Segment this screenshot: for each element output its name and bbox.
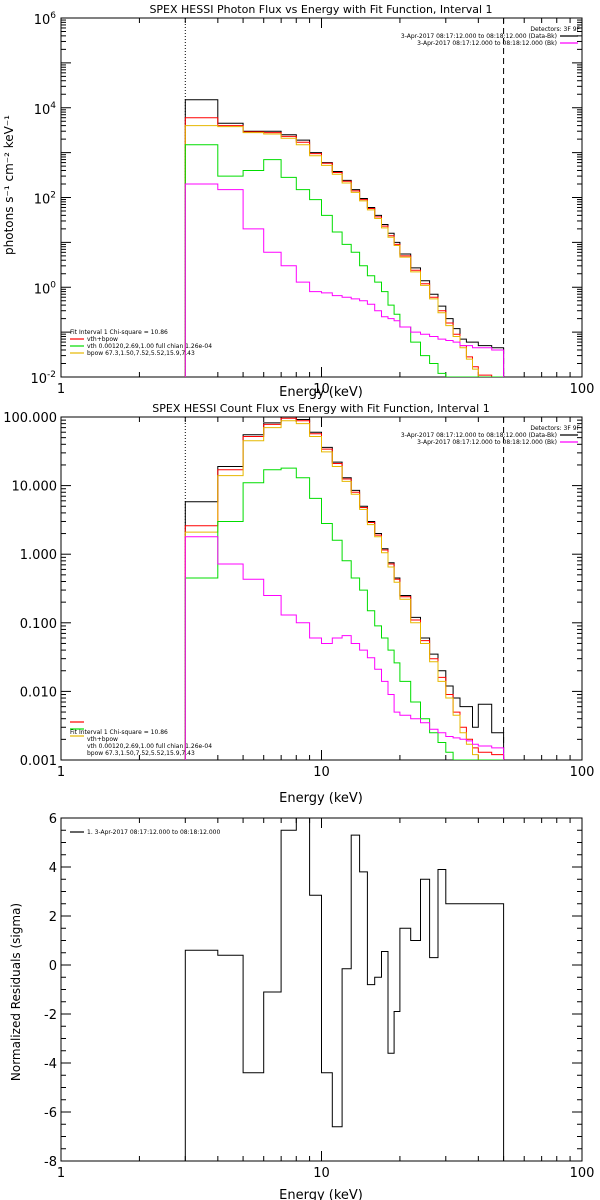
panel1-x-ticks: [60, 18, 583, 377]
panel1-y-tick-label: 10-2: [30, 370, 56, 387]
panel1-title: SPEX HESSI Photon Flux vs Energy with Fi…: [149, 3, 492, 16]
panel1-series-0: [184, 99, 505, 377]
panel1-x-tick-label: 10: [313, 382, 330, 397]
panel3-x-tick-label: 1: [57, 1166, 65, 1181]
panel1-legend-header: Detectors: 3F 9F: [530, 26, 580, 33]
panel2-title: SPEX HESSI Count Flux vs Energy with Fit…: [152, 402, 489, 415]
panel2-legend-header: Detectors: 3F 9F: [530, 425, 580, 432]
panel2-fit-entry-bpow: bpow 67.3,1.50,7.52,5.52,15.9,7.43: [87, 750, 195, 757]
panel2-y-tick-label: 0.100: [20, 617, 57, 632]
panel3-y-tick-label: -8: [44, 1155, 57, 1170]
panel1-x-tick-label: 100: [570, 382, 595, 397]
panel2-x-tick-label: 10: [313, 765, 330, 780]
panel3-ylabel: Normalized Residuals (sigma): [9, 903, 23, 1081]
panel1-y-tick-label: 106: [34, 11, 57, 28]
panel1-fit-entry-total: vth+bpow: [87, 336, 118, 343]
panel1-y-tick-label: 100: [34, 280, 57, 297]
panel3-y-tick-label: 0: [49, 959, 57, 974]
panel3-y-tick-label: 2: [49, 910, 57, 925]
panel1-fit-entry-bpow: bpow 67.3,1.50,7.52,5.52,15.9,7.43: [87, 350, 195, 357]
panel2-y-tick-label: 0.010: [20, 685, 57, 700]
panel3-legend-entry: 1. 3-Apr-2017 08:17:12.000 to 08:18:12.0…: [87, 829, 220, 836]
panel2-fit-entry-vth: vth 0.00120,2.69,1.00 full chian 1.26e-0…: [87, 743, 212, 750]
panel2-legend-entry-data: 3-Apr-2017 08:17:12.000 to 08:18:12.000 …: [401, 432, 557, 439]
panel2-fit-header: Fit Interval 1 Chi-square = 10.86: [70, 729, 168, 736]
panel3-x-tick-label: 10: [313, 1166, 330, 1181]
panel2-series-2: [184, 420, 504, 760]
panel3-xlabel: Energy (keV): [279, 1188, 363, 1200]
panel2-xlabel: Energy (keV): [279, 791, 363, 806]
panel2-legend-entry-bk: 3-Apr-2017 08:17:12.000 to 08:18:12.000 …: [417, 439, 557, 446]
panel3-y-tick-label: -6: [44, 1106, 57, 1121]
panel1-fit-header: Fit Interval 1 Chi-square = 10.86: [70, 329, 168, 336]
panel1-legend-entry-data: 3-Apr-2017 08:17:12.000 to 08:18:12.000 …: [401, 33, 557, 40]
panel2-y-tick-label: 10.000: [12, 480, 58, 495]
panel1-series-1: [184, 117, 504, 377]
panel2-y-tick-label: 100.000: [3, 411, 57, 426]
panel1-legend-entry-bk: 3-Apr-2017 08:17:12.000 to 08:18:12.000 …: [417, 40, 557, 47]
panel1-series-group: [184, 99, 505, 377]
panel1-series-2: [184, 125, 504, 377]
panel1-ylabel: photons s⁻¹ cm⁻² keV⁻¹: [2, 115, 16, 255]
panel1-series-4: [184, 183, 505, 377]
panel3-series-group: [184, 818, 505, 1161]
panel3-x-tick-label: 100: [570, 1166, 595, 1181]
panel2-x-tick-label: 100: [570, 765, 595, 780]
panel1-y-tick-label: 102: [34, 191, 56, 208]
panel2-x-tick-label: 1: [57, 765, 65, 780]
panel1-x-tick-label: 1: [57, 382, 65, 397]
panel1-fit-entry-vth: vth 0.00120,2.69,1.00 full chian 1.26e-0…: [87, 343, 212, 350]
panel3-y-tick-label: -2: [44, 1008, 57, 1023]
panel2-y-tick-label: 1.000: [20, 548, 57, 563]
panel2-series-group: [184, 417, 505, 760]
panel2-series-0: [184, 417, 505, 760]
panel1-series-3: [184, 144, 504, 377]
panel2-y-tick-label: 0.001: [20, 754, 57, 769]
panel3-y-tick-label: 4: [49, 861, 57, 876]
panel3-y-tick-label: -4: [44, 1057, 57, 1072]
panel1-y-tick-label: 104: [34, 101, 57, 118]
panel2-series-1: [184, 417, 505, 760]
panel2-series-3: [184, 467, 504, 760]
panel2-fit-entry-total: vth+bpow: [87, 736, 118, 743]
panel3-y-tick-label: 6: [49, 812, 57, 827]
panel3-series-0: [184, 818, 505, 1161]
panel2-series-4: [184, 536, 505, 760]
panel1-xlabel: Energy (keV): [279, 385, 363, 400]
